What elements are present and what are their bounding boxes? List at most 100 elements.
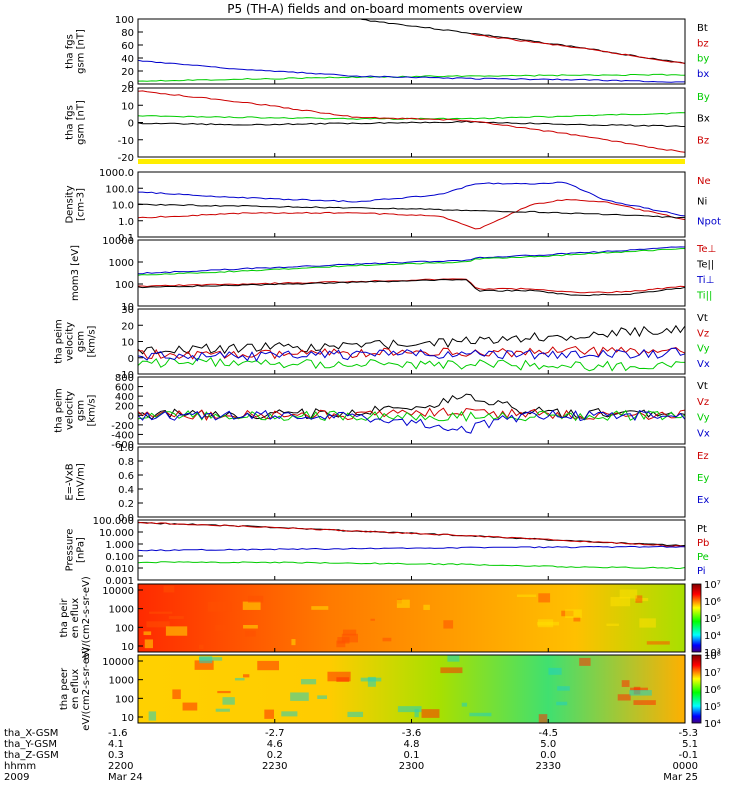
legend-entry: Ni: [697, 196, 707, 207]
y-tick-label: 20: [121, 84, 134, 95]
spectrogram-patch: [163, 585, 175, 593]
series-line-vx: [137, 347, 686, 362]
spectrogram-patch: [222, 697, 235, 705]
x-axis-value: 4.6: [267, 739, 283, 750]
colorbar: [691, 583, 702, 653]
spectrogram-patch: [149, 611, 173, 614]
y-tick-label: 100: [115, 280, 134, 291]
spectrogram-patch: [646, 641, 670, 645]
spectrogram-patch: [244, 630, 256, 637]
legend-entry: bz: [697, 38, 709, 49]
spectrogram-patch: [317, 695, 327, 699]
spectrogram-patch: [469, 712, 492, 717]
legend-entry: Pt: [697, 524, 707, 535]
series-line-vz: [137, 407, 686, 421]
spectrogram-patch: [397, 706, 422, 713]
y-tick-label: 1000: [109, 676, 134, 687]
colorbar-tick-label: 10³: [704, 648, 721, 659]
spectrogram-patch: [336, 640, 346, 648]
y-tick-label: -20: [118, 153, 134, 164]
spectrogram-patch: [579, 657, 591, 666]
spectrogram-patch: [234, 677, 245, 681]
spectrogram-patch: [199, 656, 213, 664]
y-tick-label: 60: [121, 41, 134, 52]
x-axis-value: 5.0: [540, 739, 556, 750]
plot-title: P5 (TH-A) fields and on-board moments ov…: [227, 2, 523, 16]
x-axis-value: 5.1: [682, 739, 698, 750]
panel-frame: [137, 446, 686, 518]
spectrogram-patch: [172, 689, 181, 700]
spectrogram-1: [138, 584, 685, 652]
spectrogram-patch: [461, 702, 468, 707]
series-line-vx: [137, 409, 686, 434]
y-tick-label: 1000.0: [99, 168, 134, 179]
series-line-ti: [138, 246, 686, 275]
y-tick-label: 0: [128, 80, 134, 91]
spectrogram-patch: [194, 660, 214, 670]
y-tick-label: 0.1: [118, 233, 134, 244]
y-tick-label: 0: [128, 354, 134, 365]
series-line-bt: [361, 18, 686, 64]
x-axis-value: -1.6: [108, 728, 128, 739]
x-axis-value: -4.5: [538, 728, 558, 739]
y-axis-label: tha fgsgsm [nT]: [65, 100, 87, 145]
y-tick-label: 200: [115, 402, 134, 413]
spectrogram-patch: [633, 700, 656, 705]
series-line-npot: [138, 181, 686, 217]
x-axis-value: -2.7: [265, 728, 285, 739]
x-axis-value: 0.2: [267, 750, 283, 761]
x-axis-row-label: hhmm: [4, 761, 36, 772]
y-tick-label: 100.000: [93, 516, 134, 527]
colorbar-tick-label: 10⁶: [704, 685, 721, 696]
series-line-vt: [137, 324, 686, 355]
spectrogram-patch: [367, 676, 376, 687]
x-axis-value: 2330: [536, 761, 561, 772]
x-axis-value: 4.1: [108, 739, 124, 750]
spectrogram-patch: [144, 639, 153, 649]
spectrogram-patch: [215, 708, 230, 712]
spectrogram-patch: [565, 609, 582, 618]
y-tick-label: 0: [128, 411, 134, 422]
series-line-bx: [137, 59, 685, 83]
spectrogram-patch: [382, 637, 392, 642]
y-tick-label: 800: [115, 373, 134, 384]
colorbar-tick-label: 10⁴: [704, 719, 721, 730]
y-tick-label: -600: [111, 440, 134, 451]
colorbar-tick-label: 10⁵: [704, 614, 721, 625]
legend-entry: Pb: [697, 538, 709, 549]
spectrogram-patch: [396, 599, 410, 608]
spectrogram-patch: [447, 655, 460, 662]
legend-entry: Ex: [697, 495, 709, 506]
legend-entry: Pi: [697, 566, 706, 577]
spectrogram-patch: [148, 711, 157, 721]
spectrogram-patch: [347, 711, 364, 718]
spectrogram-patch: [557, 686, 570, 691]
y-tick-label: 0.2: [118, 499, 134, 510]
y-tick-label: 10: [121, 642, 134, 653]
legend-entry: Vx: [697, 428, 710, 439]
spectrogram-patch: [217, 690, 231, 694]
spectrogram-2: [138, 655, 685, 723]
spectrogram-patch: [242, 601, 261, 610]
x-axis-value: -5.3: [678, 728, 698, 739]
spectrogram-patch: [342, 629, 357, 636]
series-line-bz: [470, 33, 686, 64]
y-tick-label: 0.100: [105, 552, 134, 563]
x-axis-row-label: tha_Y-GSM: [4, 739, 57, 750]
spectrogram-patch: [556, 701, 568, 706]
panel-frame: [137, 308, 686, 375]
spectrogram-patch: [146, 621, 170, 628]
y-tick-label: 10: [121, 302, 134, 313]
colorbar-tick-label: 10⁷: [704, 580, 721, 591]
x-axis-row-label: tha_Z-GSM: [4, 750, 59, 761]
spectrogram-patch: [215, 625, 230, 631]
colorbar: [691, 654, 702, 724]
y-tick-label: 10.0: [112, 201, 134, 212]
spectrogram-patch: [199, 644, 204, 649]
legend-entry: Vy: [697, 413, 710, 424]
y-tick-label: -10: [118, 370, 134, 381]
y-axis-label: E=-VxB[mV/m]: [65, 463, 87, 501]
spectrogram-patch: [257, 660, 280, 671]
legend-entry: Vx: [697, 359, 710, 370]
x-axis-value: 0.0: [540, 750, 556, 761]
